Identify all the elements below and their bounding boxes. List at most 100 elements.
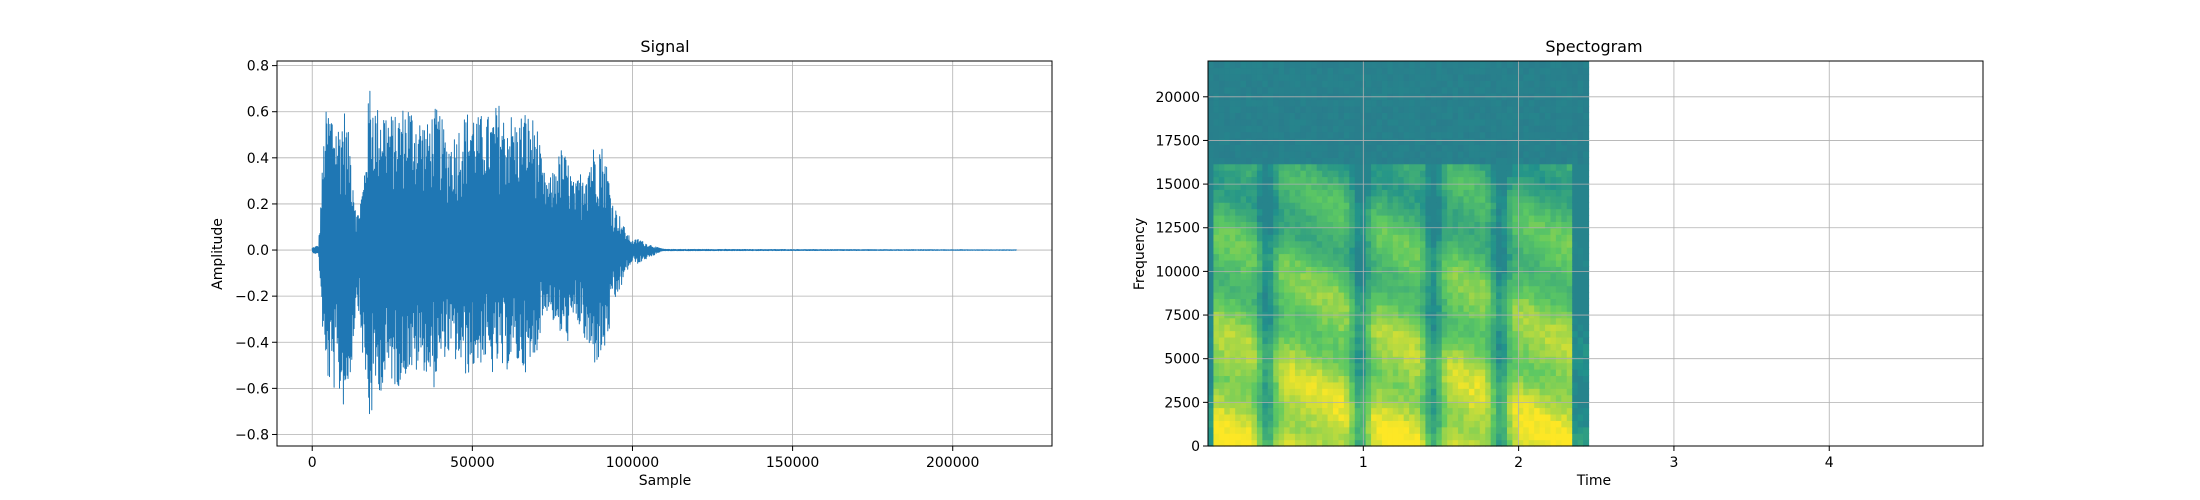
spectrogram-cell xyxy=(1267,272,1274,280)
spectrogram-cell xyxy=(1534,439,1541,447)
spectrogram-cell xyxy=(1365,157,1372,165)
spectrogram-cell xyxy=(1420,401,1427,409)
spectrogram-cell xyxy=(1430,240,1437,248)
spectrogram-cell xyxy=(1224,375,1231,383)
spectrogram-cell xyxy=(1539,118,1546,126)
spectrogram-cell xyxy=(1566,112,1573,120)
spectrogram-cell xyxy=(1452,272,1459,280)
spectrogram-cell xyxy=(1354,176,1361,184)
spectrogram-cell xyxy=(1392,247,1399,255)
spectrogram-cell xyxy=(1534,413,1541,421)
spectrogram-cell xyxy=(1278,253,1285,261)
spectrogram-cell xyxy=(1322,221,1329,229)
spectrogram-cell xyxy=(1414,80,1421,88)
spectrogram-cell xyxy=(1403,73,1410,81)
spectrogram-cell xyxy=(1224,349,1231,357)
spectrogram-cell xyxy=(1517,86,1524,94)
spectrogram-cell xyxy=(1284,86,1291,94)
spectrogram-cell xyxy=(1381,343,1388,351)
spectrogram-cell xyxy=(1441,401,1448,409)
spectrogram-cell xyxy=(1550,336,1557,344)
spectrogram-cell xyxy=(1208,426,1215,434)
spectrogram-cell xyxy=(1534,157,1541,165)
spectrogram-cell xyxy=(1354,170,1361,178)
spectrogram-cell xyxy=(1381,80,1388,88)
spectrogram-cell xyxy=(1235,426,1242,434)
spectrogram-cell xyxy=(1425,195,1432,203)
spectrogram-cell xyxy=(1273,227,1280,235)
spectrogram-cell xyxy=(1447,221,1454,229)
spectrogram-cell xyxy=(1392,157,1399,165)
spectrogram-cell xyxy=(1555,80,1562,88)
spectrogram-cell xyxy=(1517,176,1524,184)
spectrogram-cell xyxy=(1251,80,1258,88)
spectrogram-cell xyxy=(1256,426,1263,434)
spectrogram-cell xyxy=(1240,240,1247,248)
spectrogram-cell xyxy=(1218,189,1225,197)
spectrogram-cell xyxy=(1354,375,1361,383)
spectrogram-cell xyxy=(1284,426,1291,434)
spectrogram-cell xyxy=(1343,112,1350,120)
spectrogram-cell xyxy=(1224,163,1231,171)
spectrogram-cell xyxy=(1561,182,1568,190)
spectrogram-cell xyxy=(1506,285,1514,293)
spectrogram-cell xyxy=(1381,86,1388,94)
spectrogram-cell xyxy=(1539,324,1546,332)
spectrogram-cell xyxy=(1550,266,1557,274)
spectrogram-cell xyxy=(1316,189,1323,197)
spectrogram-cell xyxy=(1294,292,1302,300)
spectrogram-cell xyxy=(1278,157,1285,165)
spectrogram-cell xyxy=(1305,324,1312,332)
spectrogram-cell xyxy=(1458,253,1465,261)
spectrogram-cell xyxy=(1387,272,1394,280)
spectrogram-cell xyxy=(1327,279,1334,287)
spectrogram-cell xyxy=(1398,138,1405,146)
spectrogram-cell xyxy=(1474,253,1481,261)
spectrogram-cell xyxy=(1458,298,1465,306)
spectrogram-cell xyxy=(1343,426,1350,434)
spectrogram-cell xyxy=(1517,189,1524,197)
spectrogram-cell xyxy=(1381,381,1388,389)
spectrogram-cell xyxy=(1371,86,1378,94)
spectrogram-cell xyxy=(1403,195,1410,203)
spectrogram-cell xyxy=(1327,105,1334,113)
spectrogram-cell xyxy=(1365,112,1372,120)
spectrogram-cell xyxy=(1555,343,1562,351)
spectrogram-cell xyxy=(1235,388,1242,396)
spectrogram-cell xyxy=(1463,80,1470,88)
spectrogram-cell xyxy=(1534,99,1541,107)
spectrogram-cell xyxy=(1333,247,1340,255)
spectrogram-cell xyxy=(1381,266,1388,274)
spectrogram-cell xyxy=(1251,182,1258,190)
spectrogram-cell xyxy=(1235,195,1242,203)
spectrogram-cell xyxy=(1436,131,1443,139)
spectrogram-cell xyxy=(1294,388,1302,396)
spectrogram-cell xyxy=(1376,349,1383,357)
spectrogram-cell xyxy=(1251,369,1258,377)
spectrogram-cell xyxy=(1349,61,1356,69)
spectrogram-cell xyxy=(1273,208,1280,216)
spectrogram-cell xyxy=(1246,394,1253,402)
spectrogram-cell xyxy=(1300,285,1307,293)
spectrogram-cell xyxy=(1468,439,1475,447)
spectrogram-cell xyxy=(1213,285,1220,293)
spectrogram-cell xyxy=(1392,375,1399,383)
spectrogram-cell xyxy=(1327,215,1334,223)
spectrogram-cell xyxy=(1506,279,1514,287)
spectrogram-cell xyxy=(1523,118,1530,126)
spectrogram-cell xyxy=(1273,259,1280,267)
spectrogram-cell xyxy=(1392,215,1399,223)
spectrogram-cell xyxy=(1561,304,1568,312)
spectrogram-cell xyxy=(1278,324,1285,332)
spectrogram-cell xyxy=(1436,118,1443,126)
spectrogram-cell xyxy=(1452,182,1459,190)
spectrogram-cell xyxy=(1506,381,1514,389)
spectrogram-cell xyxy=(1376,317,1383,325)
spectrogram-cell xyxy=(1333,343,1340,351)
spectrogram-cell xyxy=(1316,195,1323,203)
spectrogram-cell xyxy=(1403,304,1410,312)
spectrogram-cell xyxy=(1414,375,1421,383)
spectrogram-cell xyxy=(1566,420,1573,428)
spectrogram-cell xyxy=(1262,67,1269,75)
